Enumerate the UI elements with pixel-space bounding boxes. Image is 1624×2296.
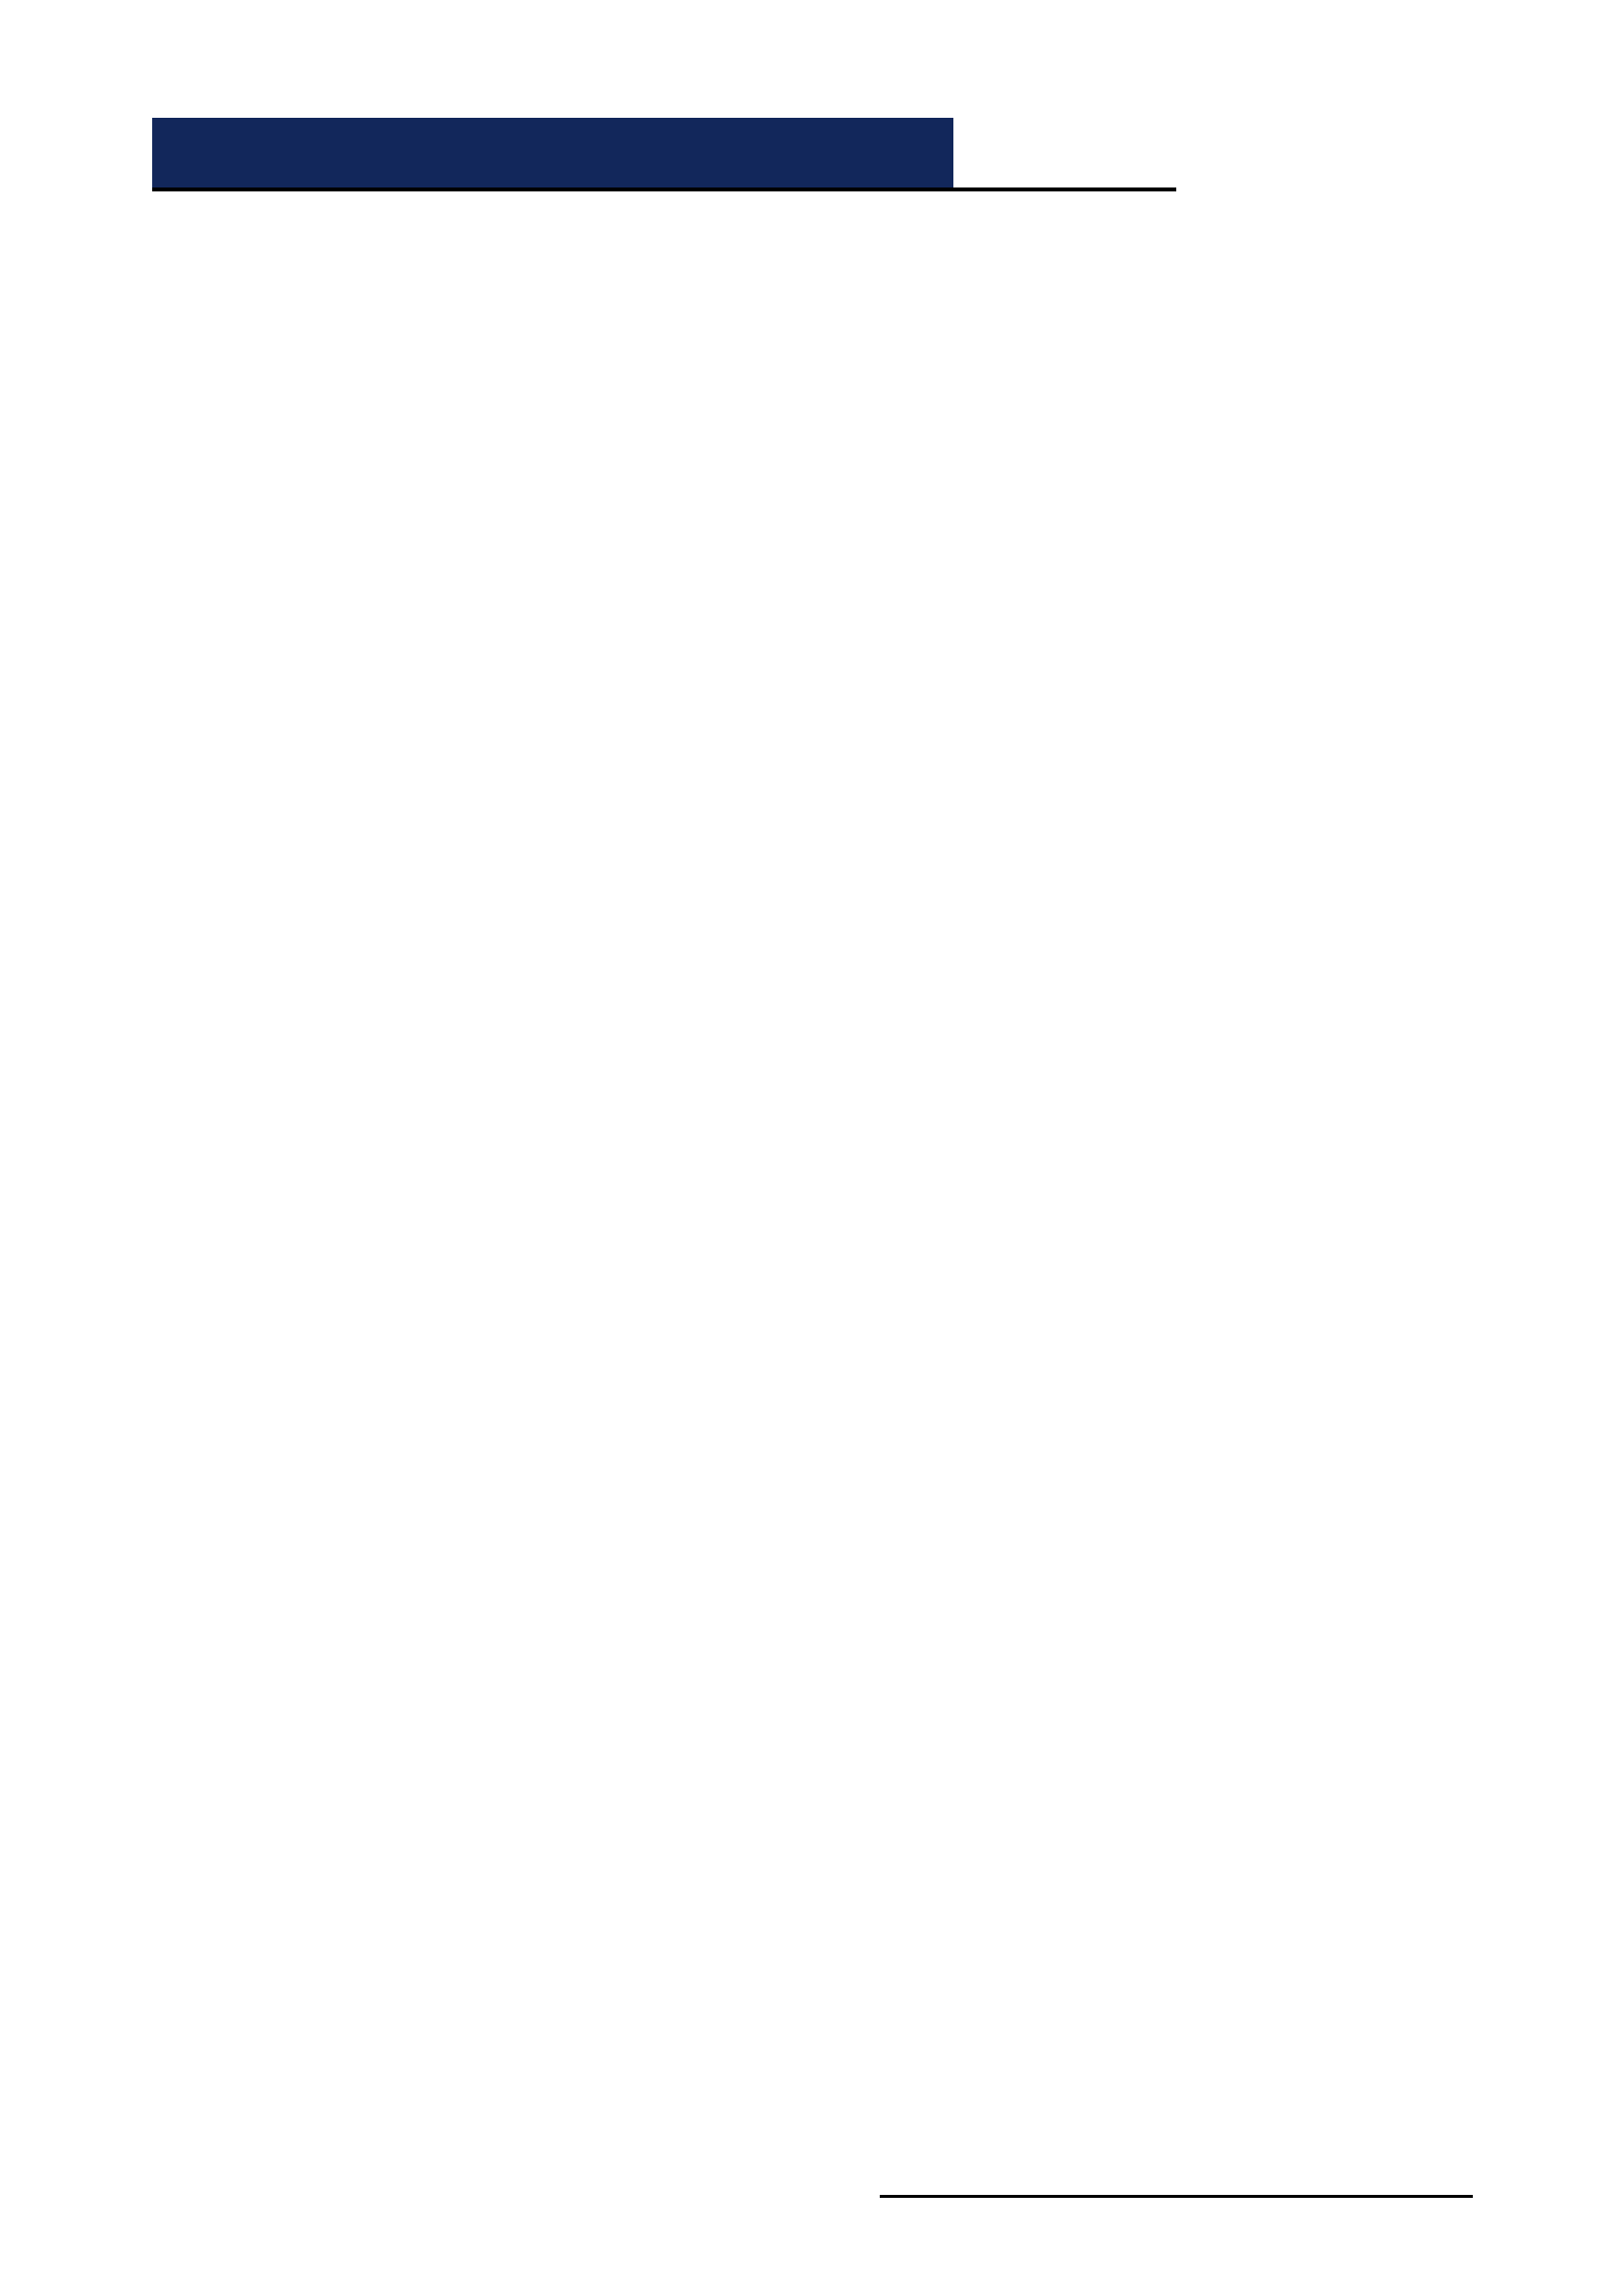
header-title-bar — [152, 118, 953, 187]
header-divider — [152, 187, 1176, 191]
figure-3-chart — [135, 859, 822, 1428]
figure-4-chart — [820, 859, 1507, 1428]
figure-6-chart — [820, 1519, 1507, 2088]
figure-1-chart — [135, 242, 822, 812]
footer-divider — [880, 2195, 1473, 2198]
figure-2-chart — [820, 242, 1507, 812]
figure-5-chart — [135, 1519, 822, 2088]
